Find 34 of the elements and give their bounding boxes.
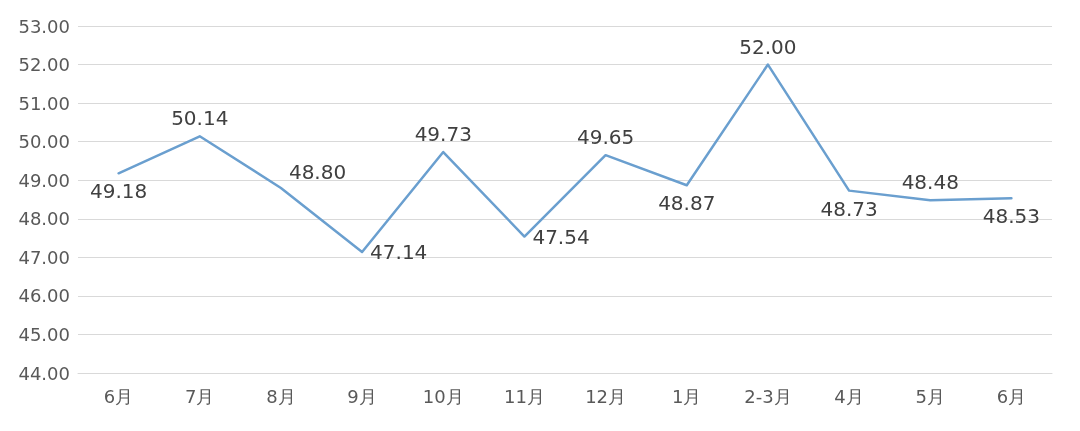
y-tick-label: 47.00	[18, 246, 70, 268]
x-tick-label: 7月	[185, 385, 215, 407]
y-tick-label: 51.00	[18, 92, 70, 114]
data-label: 49.73	[414, 122, 472, 147]
data-label: 48.87	[658, 191, 716, 216]
data-label: 47.54	[532, 224, 590, 249]
data-label: 52.00	[739, 34, 797, 59]
y-tick-label: 44.00	[18, 362, 70, 384]
y-tick-label: 48.00	[18, 208, 70, 230]
x-tick-label: 2-3月	[744, 385, 792, 407]
y-tick-label: 45.00	[18, 323, 70, 345]
x-tick-label: 9月	[347, 385, 377, 407]
y-tick-label: 49.00	[18, 169, 70, 191]
data-label: 47.14	[370, 239, 428, 264]
y-tick-label: 53.00	[18, 15, 70, 37]
x-tick-label: 5月	[915, 385, 945, 407]
data-label: 49.65	[576, 125, 635, 150]
y-tick-label: 52.00	[18, 54, 70, 76]
data-label: 48.48	[901, 170, 959, 195]
data-label: 48.73	[820, 196, 878, 221]
data-label: 48.80	[288, 159, 347, 184]
x-tick-label: 6月	[103, 385, 134, 407]
y-tick-label: 50.00	[18, 131, 70, 153]
y-tick-label: 46.00	[18, 285, 70, 307]
data-label: 49.18	[89, 179, 148, 204]
data-label: 48.53	[982, 204, 1041, 229]
x-tick-label: 1月	[672, 385, 702, 407]
x-tick-label: 4月	[834, 385, 864, 407]
x-tick-label: 12月	[585, 385, 627, 407]
data-label: 50.14	[171, 106, 229, 131]
x-tick-label: 6月	[996, 385, 1027, 407]
x-tick-label: 11月	[503, 385, 545, 407]
x-tick-label: 10月	[422, 385, 464, 407]
x-tick-label: 8月	[266, 385, 296, 407]
